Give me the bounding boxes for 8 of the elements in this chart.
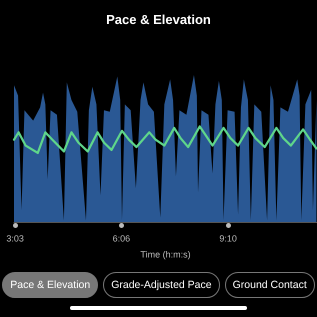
text: Grade-Adjusted Pace bbox=[103, 272, 220, 298]
x-tick-label: 6:06 bbox=[112, 234, 130, 244]
x-axis-title: Time (h:m:s) bbox=[140, 250, 191, 260]
text: Pace & Elevation bbox=[2, 272, 98, 298]
x-tick-label: 9:10 bbox=[219, 234, 237, 244]
x-tick-label: 3:03 bbox=[6, 234, 24, 244]
chart-title: Pace & Elevation bbox=[106, 12, 211, 27]
text: Ground Contact bbox=[224, 272, 315, 298]
